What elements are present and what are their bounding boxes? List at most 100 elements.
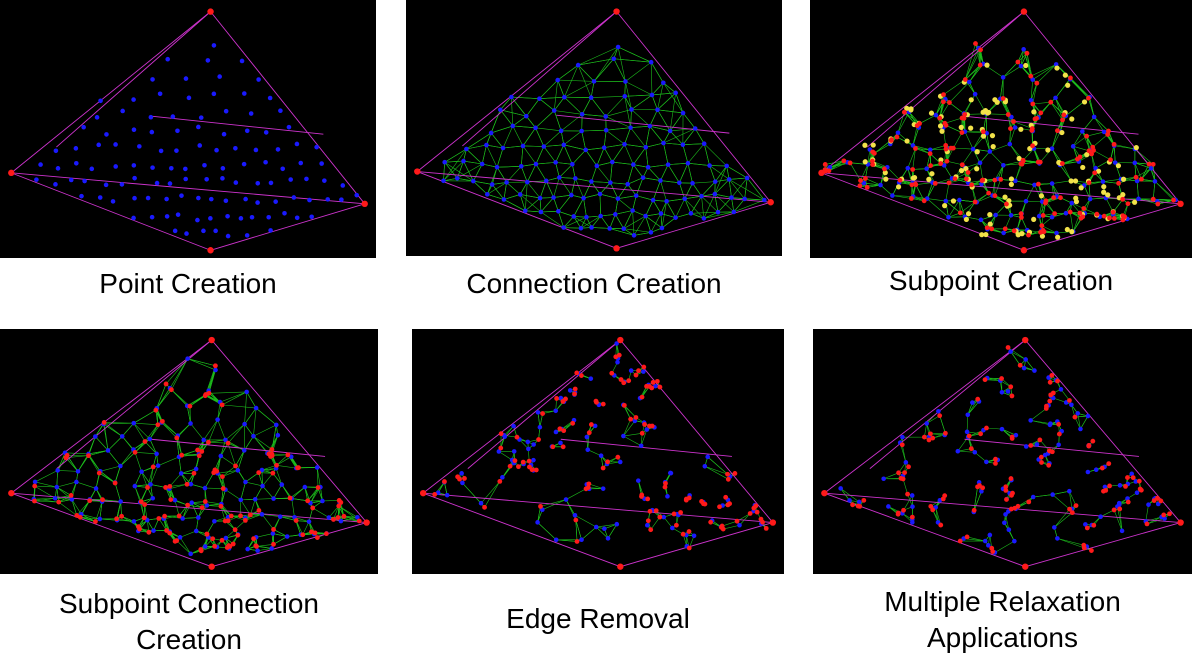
subpoint [561, 428, 567, 434]
connection-edge [649, 125, 664, 144]
connection-edge [1135, 168, 1152, 178]
connection-edge [1004, 215, 1012, 229]
subpoint [609, 370, 615, 376]
connection-edge [926, 168, 933, 183]
highlighted-subpoint [987, 212, 993, 218]
connection-edge [539, 79, 558, 99]
mesh-point [1070, 144, 1076, 149]
hull-vertex [1020, 8, 1028, 15]
mesh-point [284, 534, 290, 539]
mesh-point [268, 180, 274, 186]
connection-edge [1038, 201, 1043, 217]
connection-edge [610, 182, 619, 199]
connection-edge [522, 145, 537, 165]
connection-edge [244, 407, 257, 425]
subpoint [1019, 161, 1025, 167]
subpoint [195, 447, 200, 453]
hull-vertex [769, 519, 777, 526]
subpoint [1116, 180, 1121, 186]
highlighted-subpoint [1039, 233, 1046, 239]
mesh-point [690, 180, 695, 186]
connection-edge [1082, 131, 1091, 151]
connection-edge [733, 199, 765, 213]
connection-edge [675, 198, 685, 218]
subpoint [586, 430, 592, 436]
mesh-point [253, 147, 259, 153]
connection-edge [583, 198, 587, 218]
subpoint [498, 445, 504, 451]
subpoint [560, 444, 566, 450]
subpoint [310, 505, 316, 511]
mesh-point [148, 482, 153, 487]
connection-edge [156, 389, 172, 409]
subpoint [174, 538, 180, 544]
subpoint [963, 176, 969, 182]
subpoint [323, 531, 329, 537]
subpoint [754, 509, 760, 515]
subpoint [206, 390, 212, 396]
mesh-point [89, 166, 95, 172]
mesh-point [644, 522, 650, 528]
mesh-point [648, 230, 654, 235]
subpoint [952, 176, 958, 182]
connection-edge [176, 437, 180, 457]
subpoint [220, 486, 226, 491]
subpoint [572, 386, 578, 392]
hull-vertices [818, 8, 1184, 254]
connection-edge [176, 437, 183, 456]
connection-edge [746, 177, 765, 201]
mesh-points [441, 44, 767, 238]
connection-edge [1157, 199, 1174, 202]
subpoint [199, 505, 205, 510]
mesh-point [202, 544, 208, 549]
mesh-point [555, 77, 560, 83]
mesh-point [211, 43, 217, 48]
highlighted-subpoint [1073, 195, 1079, 201]
mesh-point [607, 226, 612, 231]
connection-edge [649, 109, 658, 127]
connection-edge [965, 64, 981, 80]
mesh-point [1136, 196, 1141, 202]
subpoint [962, 77, 968, 82]
mesh-point [1012, 125, 1018, 130]
connection-edge [99, 472, 116, 484]
connection-edge [121, 436, 134, 450]
mesh-point [731, 209, 737, 215]
connection-edge [587, 449, 602, 457]
mesh-point [197, 143, 203, 148]
subpoint [1058, 195, 1063, 201]
mesh-point [579, 537, 584, 543]
connection-edge [522, 127, 536, 147]
mesh-point [585, 447, 591, 452]
connection-edge [522, 145, 544, 147]
mesh-point [609, 159, 615, 165]
mesh-point [149, 129, 155, 135]
connection-edge [253, 408, 257, 437]
highlighted-subpoint [1101, 184, 1107, 190]
highlighted-subpoint [1084, 152, 1090, 158]
mesh-point [267, 95, 273, 101]
mesh-point [198, 115, 204, 120]
subpoint [1139, 176, 1144, 182]
subpoint [331, 517, 336, 522]
connection-edge [55, 495, 72, 499]
mesh-point [148, 114, 154, 120]
subpoint [980, 129, 986, 135]
connection-edge [714, 193, 732, 198]
connection-edge [169, 483, 188, 487]
mesh-point [248, 111, 254, 116]
highlighted-subpoint [963, 216, 969, 223]
subpoint [507, 463, 513, 469]
subpoint [550, 444, 556, 450]
subpoint [1048, 99, 1054, 105]
hull-edge [11, 172, 365, 205]
subpoint [210, 536, 216, 542]
hull-edge [210, 203, 365, 251]
subpoint [232, 527, 238, 533]
mesh-point [571, 214, 577, 219]
subpoint [639, 430, 645, 436]
connection-edge [1070, 77, 1089, 99]
mesh-point [268, 228, 273, 233]
connection-edge [34, 470, 58, 483]
mesh-point [705, 454, 710, 460]
